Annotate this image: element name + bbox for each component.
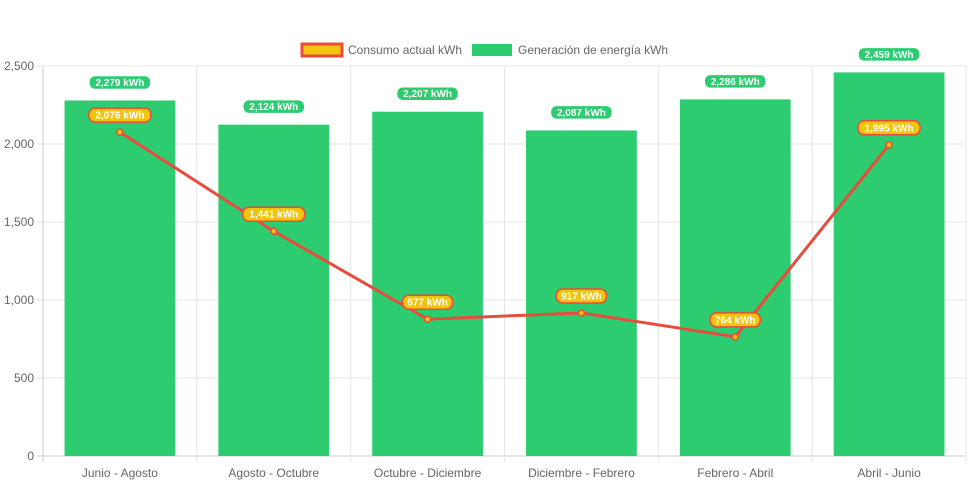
line-value-label: 1,995 kWh xyxy=(865,123,914,134)
bar[interactable] xyxy=(64,100,176,456)
y-tick-label: 0 xyxy=(27,449,34,463)
y-tick-label: 1,000 xyxy=(4,293,34,307)
y-tick-label: 2,000 xyxy=(4,137,34,151)
bar[interactable] xyxy=(679,99,791,456)
x-tick-label: Junio - Agosto xyxy=(82,466,158,480)
y-tick-label: 500 xyxy=(14,371,34,385)
line-point[interactable] xyxy=(731,333,739,341)
bar[interactable] xyxy=(218,124,330,456)
line-point[interactable] xyxy=(885,141,893,149)
bar[interactable] xyxy=(372,111,483,456)
x-axis: Junio - Agosto Agosto - Octubre Octubre - … xyxy=(82,466,921,480)
bar-value-label-bg xyxy=(703,73,767,90)
bar-value-label-bg xyxy=(88,74,152,91)
y-tick-label: 2,500 xyxy=(4,59,34,73)
line-value-label: 764 kWh xyxy=(715,315,756,326)
line-value-label-bg xyxy=(401,294,454,310)
bar-value-label: 2,124 kWh xyxy=(249,102,298,113)
bar[interactable] xyxy=(833,72,945,457)
legend-label-consumo[interactable]: Consumo actual kWh xyxy=(348,43,462,57)
x-tick-label: Febrero - Abril xyxy=(697,466,773,480)
x-tick-label: Abril - Junio xyxy=(857,466,921,480)
y-axis: 0 500 1,000 1,500 2,000 2,500 xyxy=(4,59,34,463)
line-point[interactable] xyxy=(116,128,124,136)
bar-value-label-bg xyxy=(242,98,306,115)
grid xyxy=(37,65,967,462)
bar-value-label: 2,207 kWh xyxy=(403,89,452,100)
line-value-label-bg xyxy=(242,206,306,222)
line-value-label: 877 kWh xyxy=(407,298,448,309)
line-point[interactable] xyxy=(423,315,432,323)
bar-value-label: 2,087 kWh xyxy=(557,108,606,119)
x-tick-label: Octubre - Diciembre xyxy=(374,466,482,480)
legend-label-generacion[interactable]: Generación de energía kWh xyxy=(518,43,668,57)
data-labels: 2,279 kWh 2,124 kWh 2,207 kWh 2,087 kWh 2,28… xyxy=(88,46,921,328)
bar-series xyxy=(64,72,945,457)
line-value-label-bg xyxy=(88,107,152,123)
x-tick-label: Agosto - Octubre xyxy=(228,466,319,480)
line-value-label-bg xyxy=(857,120,921,136)
line-value-label: 1,441 kWh xyxy=(249,210,298,221)
y-tick-label: 1,500 xyxy=(4,215,34,229)
x-tick-label: Diciembre - Febrero xyxy=(528,466,635,480)
line-value-label-bg xyxy=(709,312,761,328)
bar-value-label-bg xyxy=(549,104,614,121)
legend[interactable]: Consumo actual kWh Generación de energía… xyxy=(300,42,668,58)
line-value-label: 917 kWh xyxy=(561,291,602,302)
bar-value-label-bg xyxy=(857,46,921,63)
bar-value-label-bg xyxy=(395,85,460,102)
legend-swatch-generacion[interactable] xyxy=(472,44,512,56)
legend-swatch-consumo[interactable] xyxy=(300,42,344,58)
bar-value-label: 2,459 kWh xyxy=(865,50,914,61)
line-point[interactable] xyxy=(577,309,586,317)
line-value-label-bg xyxy=(555,288,608,304)
line-point[interactable] xyxy=(270,227,278,235)
bar-value-label: 2,279 kWh xyxy=(95,78,144,89)
bar-value-label: 2,286 kWh xyxy=(711,77,760,88)
line-value-label: 2,076 kWh xyxy=(95,111,144,122)
